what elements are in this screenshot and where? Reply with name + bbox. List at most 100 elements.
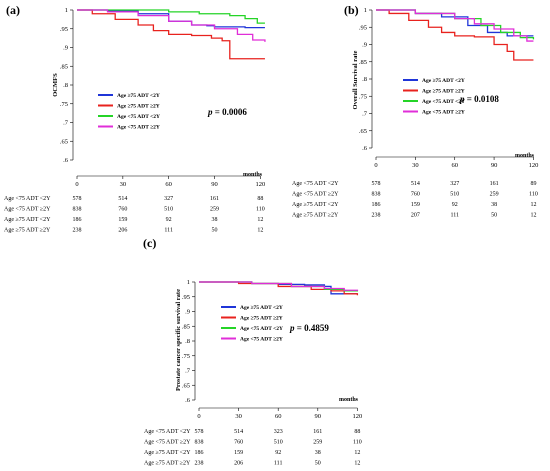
y-tick-label: .85	[359, 59, 367, 66]
km-curve-2	[376, 9, 534, 61]
risk-row-label: Age ≥75 ADT <2Y	[4, 217, 51, 223]
risk-cell: 12	[257, 228, 263, 234]
y-axis-label: Overall Survival rate	[352, 50, 359, 109]
y-tick-label: .8	[63, 82, 68, 89]
legend-label: Age <75 ADT ≥2Y	[117, 125, 160, 131]
km-curve-2	[199, 281, 359, 296]
risk-cell: 259	[490, 192, 499, 198]
risk-row-label: Age <75 ADT <2Y	[144, 429, 191, 435]
p-symbol: p	[459, 94, 467, 104]
risk-cell: 89	[530, 181, 536, 187]
risk-cell: 514	[234, 429, 243, 435]
risk-cell: 238	[372, 213, 381, 219]
x-tick-label: 120	[529, 162, 539, 169]
risk-cell: 159	[411, 202, 420, 208]
legend-label: Age ≥75 ADT ≥2Y	[240, 316, 283, 322]
risk-cell: 92	[275, 450, 281, 456]
x-tick-label: 0	[374, 162, 377, 169]
risk-cell: 327	[450, 181, 459, 187]
risk-cell: 50	[212, 228, 218, 234]
x-tick-label: 30	[120, 181, 127, 188]
x-axis-label: months	[339, 397, 359, 403]
risk-cell: 578	[73, 196, 82, 202]
risk-row-label: Age <75 ADT ≥2Y	[144, 440, 191, 446]
km-panel-3: (c) .6 .65 .7 .75 .8 .85 .9 .95 1 0 30 60 90 120 months…	[143, 236, 362, 467]
risk-row-label: Age ≥75 ADT ≥2Y	[4, 228, 51, 234]
risk-cell: 92	[166, 217, 172, 223]
risk-cell: 186	[73, 217, 82, 223]
risk-row-label: Age ≥75 ADT ≥2Y	[144, 461, 191, 467]
y-tick-label: .95	[60, 26, 68, 33]
x-tick-label: 90	[211, 181, 218, 188]
y-tick-label: .6	[185, 397, 191, 404]
panel-letter: (a)	[6, 3, 20, 17]
risk-cell: 159	[234, 450, 243, 456]
legend-label: Age ≥75 ADT ≥2Y	[117, 104, 160, 110]
x-tick-label: 60	[165, 181, 172, 188]
risk-cell: 38	[315, 450, 321, 456]
risk-cell: 510	[274, 440, 283, 446]
risk-cell: 111	[450, 213, 459, 219]
km-panel-1: (a) .6 .65 .7 .75 .8 .85 .9 .95 1 0 30 60 90 120 months…	[4, 3, 266, 234]
risk-cell: 760	[118, 207, 127, 213]
panel-letter: (c)	[143, 236, 156, 250]
x-tick-label: 120	[353, 413, 363, 420]
risk-cell: 159	[118, 217, 127, 223]
risk-cell: 259	[313, 440, 322, 446]
risk-row-label: Age <75 ADT <2Y	[4, 196, 51, 202]
risk-cell: 50	[491, 213, 497, 219]
y-tick-label: .85	[60, 63, 68, 70]
risk-cell: 206	[118, 228, 127, 234]
risk-row-label: Age ≥75 ADT <2Y	[292, 202, 339, 208]
risk-cell: 110	[256, 207, 265, 213]
y-tick-label: .8	[362, 76, 367, 83]
risk-cell: 578	[372, 181, 381, 187]
risk-cell: 838	[372, 192, 381, 198]
x-tick-label: 30	[235, 413, 242, 420]
risk-cell: 186	[195, 450, 204, 456]
risk-cell: 838	[73, 207, 82, 213]
x-axis-label: months	[243, 172, 263, 178]
legend-label: Age <75 ADT ≥2Y	[240, 337, 283, 343]
risk-cell: 760	[234, 440, 243, 446]
risk-row-label: Age <75 ADT <2Y	[292, 181, 339, 187]
risk-cell: 760	[411, 192, 420, 198]
risk-cell: 514	[118, 196, 127, 202]
legend-label: Age ≥75 ADT ≥2Y	[422, 89, 465, 95]
x-tick-label: 30	[412, 162, 419, 169]
x-tick-label: 0	[75, 181, 78, 188]
x-tick-label: 0	[197, 413, 200, 420]
km-panel-2: (b) .6 .65 .7 .75 .8 .85 .9 .95 1 0 30 60 90 120 months…	[292, 3, 538, 219]
y-tick-label: .9	[63, 45, 68, 52]
p-value-number: = 0.0006	[215, 107, 248, 117]
y-tick-label: 1	[364, 7, 367, 14]
p-value: p = 0.4859	[289, 323, 329, 333]
risk-cell: 327	[164, 196, 173, 202]
risk-cell: 12	[530, 202, 536, 208]
y-axis-label: Prostate cancer specific survival rate	[175, 289, 182, 391]
km-curve-4	[77, 9, 266, 42]
risk-cell: 510	[450, 192, 459, 198]
y-tick-label: .85	[182, 323, 190, 330]
y-axis-label: OCMFS	[52, 73, 59, 97]
legend-label: Age ≥75 ADT <2Y	[422, 78, 465, 84]
x-tick-label: 120	[255, 181, 265, 188]
y-tick-label: 1	[65, 7, 68, 14]
y-tick-label: .75	[182, 353, 190, 360]
km-curve-3	[77, 9, 265, 24]
legend-label: Age <75 ADT <2Y	[422, 99, 465, 105]
x-tick-label: 60	[451, 162, 458, 169]
panel-letter: (b)	[344, 3, 359, 17]
y-tick-label: .6	[362, 145, 368, 152]
risk-cell: 92	[452, 202, 458, 208]
y-tick-label: .95	[182, 294, 190, 301]
risk-cell: 38	[491, 202, 497, 208]
y-tick-label: .95	[359, 24, 367, 31]
risk-cell: 161	[210, 196, 219, 202]
p-value: p = 0.0108	[459, 94, 499, 104]
p-value-number: = 0.4859	[297, 323, 330, 333]
p-value: p = 0.0006	[207, 107, 247, 117]
y-tick-label: .7	[185, 368, 191, 375]
risk-cell: 12	[354, 461, 360, 467]
legend-label: Age ≥75 ADT <2Y	[117, 93, 160, 99]
